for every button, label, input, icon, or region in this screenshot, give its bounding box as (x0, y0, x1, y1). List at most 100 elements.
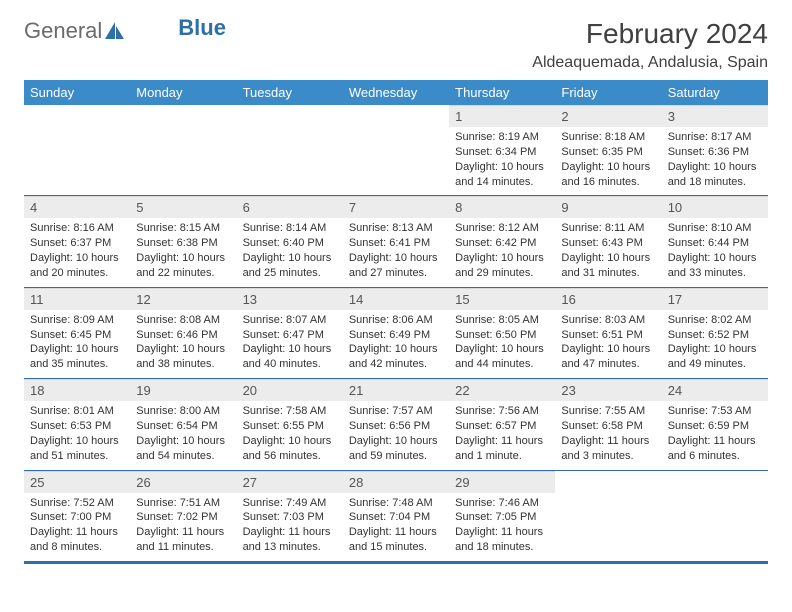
sunrise-text: Sunrise: 7:58 AM (243, 404, 337, 419)
daylight-text: Daylight: 10 hours and 20 minutes. (30, 251, 124, 281)
day-info: Sunrise: 7:46 AMSunset: 7:05 PMDaylight:… (449, 493, 555, 561)
calendar: Sunday Monday Tuesday Wednesday Thursday… (24, 80, 768, 564)
day-number: 4 (24, 196, 130, 218)
day-cell: 16Sunrise: 8:03 AMSunset: 6:51 PMDayligh… (555, 287, 661, 378)
sunset-text: Sunset: 7:00 PM (30, 510, 124, 525)
sunrise-text: Sunrise: 7:49 AM (243, 496, 337, 511)
sunset-text: Sunset: 7:04 PM (349, 510, 443, 525)
day-info: Sunrise: 8:09 AMSunset: 6:45 PMDaylight:… (24, 310, 130, 378)
day-cell: 6Sunrise: 8:14 AMSunset: 6:40 PMDaylight… (237, 196, 343, 287)
day-cell: 10Sunrise: 8:10 AMSunset: 6:44 PMDayligh… (662, 196, 768, 287)
day-number: 26 (130, 471, 236, 493)
month-title: February 2024 (532, 18, 768, 50)
day-info: Sunrise: 8:12 AMSunset: 6:42 PMDaylight:… (449, 218, 555, 286)
day-info: Sunrise: 8:01 AMSunset: 6:53 PMDaylight:… (24, 401, 130, 469)
day-number: 19 (130, 379, 236, 401)
daylight-text: Daylight: 10 hours and 59 minutes. (349, 434, 443, 464)
day-info: Sunrise: 8:16 AMSunset: 6:37 PMDaylight:… (24, 218, 130, 286)
sunset-text: Sunset: 6:45 PM (30, 328, 124, 343)
day-cell (237, 105, 343, 196)
sunrise-text: Sunrise: 8:14 AM (243, 221, 337, 236)
daylight-text: Daylight: 10 hours and 54 minutes. (136, 434, 230, 464)
week-row: 18Sunrise: 8:01 AMSunset: 6:53 PMDayligh… (24, 379, 768, 470)
day-cell: 22Sunrise: 7:56 AMSunset: 6:57 PMDayligh… (449, 379, 555, 470)
day-cell: 21Sunrise: 7:57 AMSunset: 6:56 PMDayligh… (343, 379, 449, 470)
daylight-text: Daylight: 10 hours and 16 minutes. (561, 160, 655, 190)
sunset-text: Sunset: 6:58 PM (561, 419, 655, 434)
daylight-text: Daylight: 10 hours and 22 minutes. (136, 251, 230, 281)
day-number: 28 (343, 471, 449, 493)
sunset-text: Sunset: 6:49 PM (349, 328, 443, 343)
daylight-text: Daylight: 11 hours and 18 minutes. (455, 525, 549, 555)
day-cell: 4Sunrise: 8:16 AMSunset: 6:37 PMDaylight… (24, 196, 130, 287)
day-number: 8 (449, 196, 555, 218)
day-info: Sunrise: 7:56 AMSunset: 6:57 PMDaylight:… (449, 401, 555, 469)
sunset-text: Sunset: 6:59 PM (668, 419, 762, 434)
daylight-text: Daylight: 10 hours and 56 minutes. (243, 434, 337, 464)
daylight-text: Daylight: 10 hours and 49 minutes. (668, 342, 762, 372)
col-sunday: Sunday (24, 80, 130, 105)
sunset-text: Sunset: 6:47 PM (243, 328, 337, 343)
day-cell: 27Sunrise: 7:49 AMSunset: 7:03 PMDayligh… (237, 470, 343, 561)
sunrise-text: Sunrise: 7:52 AM (30, 496, 124, 511)
day-info: Sunrise: 8:08 AMSunset: 6:46 PMDaylight:… (130, 310, 236, 378)
day-info: Sunrise: 7:55 AMSunset: 6:58 PMDaylight:… (555, 401, 661, 469)
brand-part2: Blue (178, 15, 226, 41)
day-cell (343, 105, 449, 196)
day-cell: 13Sunrise: 8:07 AMSunset: 6:47 PMDayligh… (237, 287, 343, 378)
sunset-text: Sunset: 6:36 PM (668, 145, 762, 160)
day-info: Sunrise: 8:00 AMSunset: 6:54 PMDaylight:… (130, 401, 236, 469)
day-number: 23 (555, 379, 661, 401)
sunrise-text: Sunrise: 8:02 AM (668, 313, 762, 328)
day-info: Sunrise: 7:48 AMSunset: 7:04 PMDaylight:… (343, 493, 449, 561)
sunset-text: Sunset: 6:50 PM (455, 328, 549, 343)
sunset-text: Sunset: 6:54 PM (136, 419, 230, 434)
daylight-text: Daylight: 10 hours and 51 minutes. (30, 434, 124, 464)
sunset-text: Sunset: 6:41 PM (349, 236, 443, 251)
daylight-text: Daylight: 11 hours and 8 minutes. (30, 525, 124, 555)
daylight-text: Daylight: 10 hours and 42 minutes. (349, 342, 443, 372)
sunrise-text: Sunrise: 8:15 AM (136, 221, 230, 236)
day-info: Sunrise: 7:57 AMSunset: 6:56 PMDaylight:… (343, 401, 449, 469)
sunrise-text: Sunrise: 8:01 AM (30, 404, 124, 419)
day-info: Sunrise: 7:49 AMSunset: 7:03 PMDaylight:… (237, 493, 343, 561)
day-number: 13 (237, 288, 343, 310)
day-number: 3 (662, 105, 768, 127)
sunrise-text: Sunrise: 7:57 AM (349, 404, 443, 419)
daylight-text: Daylight: 11 hours and 13 minutes. (243, 525, 337, 555)
sail-icon (104, 21, 126, 41)
day-number: 29 (449, 471, 555, 493)
sunset-text: Sunset: 6:42 PM (455, 236, 549, 251)
sunrise-text: Sunrise: 8:10 AM (668, 221, 762, 236)
day-cell: 18Sunrise: 8:01 AMSunset: 6:53 PMDayligh… (24, 379, 130, 470)
day-info: Sunrise: 8:10 AMSunset: 6:44 PMDaylight:… (662, 218, 768, 286)
sunrise-text: Sunrise: 7:48 AM (349, 496, 443, 511)
sunrise-text: Sunrise: 7:55 AM (561, 404, 655, 419)
daylight-text: Daylight: 10 hours and 40 minutes. (243, 342, 337, 372)
day-number: 5 (130, 196, 236, 218)
calendar-table: Sunday Monday Tuesday Wednesday Thursday… (24, 80, 768, 562)
day-number: 18 (24, 379, 130, 401)
day-cell: 29Sunrise: 7:46 AMSunset: 7:05 PMDayligh… (449, 470, 555, 561)
sunset-text: Sunset: 7:02 PM (136, 510, 230, 525)
sunset-text: Sunset: 6:37 PM (30, 236, 124, 251)
col-wednesday: Wednesday (343, 80, 449, 105)
day-cell: 1Sunrise: 8:19 AMSunset: 6:34 PMDaylight… (449, 105, 555, 196)
day-number: 27 (237, 471, 343, 493)
day-number: 2 (555, 105, 661, 127)
day-cell: 11Sunrise: 8:09 AMSunset: 6:45 PMDayligh… (24, 287, 130, 378)
daylight-text: Daylight: 10 hours and 29 minutes. (455, 251, 549, 281)
day-info: Sunrise: 8:07 AMSunset: 6:47 PMDaylight:… (237, 310, 343, 378)
brand-part1: General (24, 18, 102, 44)
day-info: Sunrise: 8:18 AMSunset: 6:35 PMDaylight:… (555, 127, 661, 195)
week-row: 11Sunrise: 8:09 AMSunset: 6:45 PMDayligh… (24, 287, 768, 378)
day-info: Sunrise: 7:52 AMSunset: 7:00 PMDaylight:… (24, 493, 130, 561)
day-cell: 19Sunrise: 8:00 AMSunset: 6:54 PMDayligh… (130, 379, 236, 470)
day-number: 21 (343, 379, 449, 401)
day-cell: 8Sunrise: 8:12 AMSunset: 6:42 PMDaylight… (449, 196, 555, 287)
day-info: Sunrise: 7:53 AMSunset: 6:59 PMDaylight:… (662, 401, 768, 469)
sunset-text: Sunset: 6:38 PM (136, 236, 230, 251)
day-info: Sunrise: 7:51 AMSunset: 7:02 PMDaylight:… (130, 493, 236, 561)
day-cell: 7Sunrise: 8:13 AMSunset: 6:41 PMDaylight… (343, 196, 449, 287)
day-cell: 14Sunrise: 8:06 AMSunset: 6:49 PMDayligh… (343, 287, 449, 378)
